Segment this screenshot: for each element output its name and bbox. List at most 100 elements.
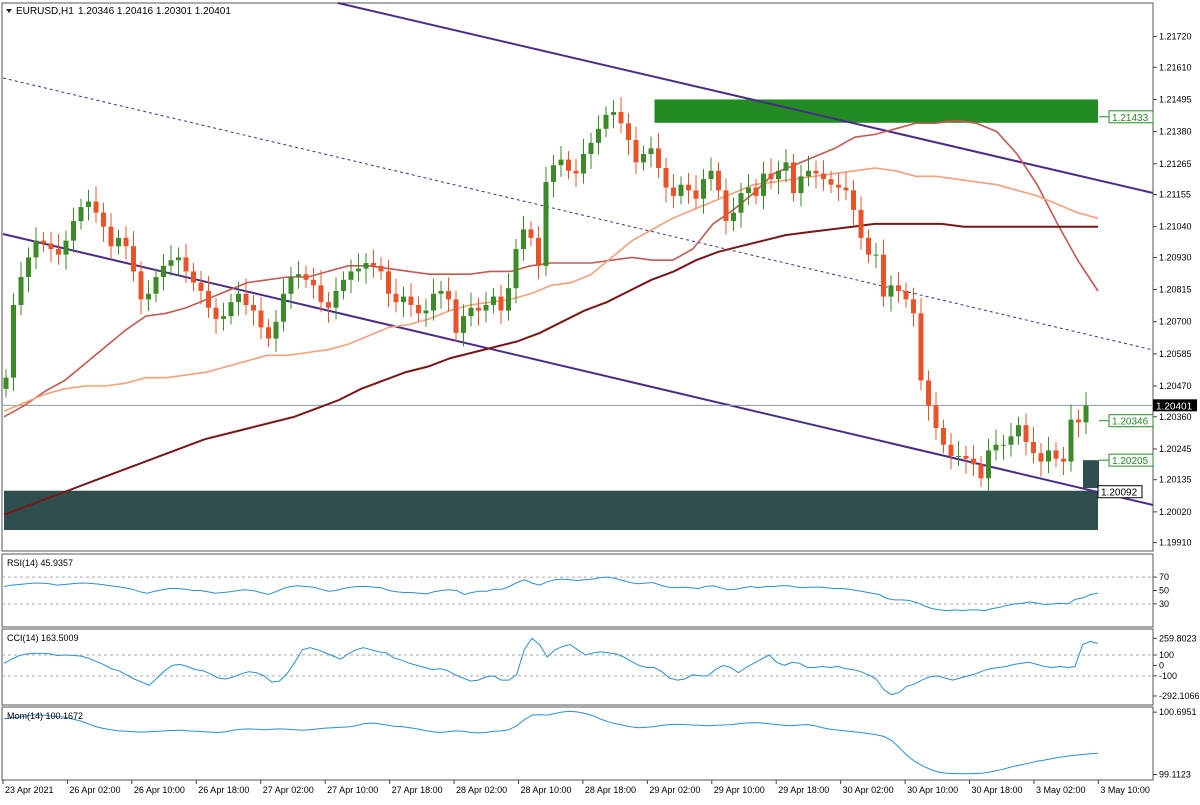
candle <box>86 189 91 221</box>
time-tick-label: 30 Apr 02:00 <box>843 785 894 795</box>
candle-body <box>221 316 226 319</box>
candle-body <box>746 187 751 194</box>
candle <box>1001 434 1006 460</box>
price-tick-label: 1.20930 <box>1159 252 1192 262</box>
candle-body <box>791 162 796 194</box>
candle-body <box>1023 425 1029 442</box>
small-demand-zone <box>1083 460 1099 489</box>
candle <box>843 172 849 201</box>
candle <box>281 278 286 332</box>
candle-body <box>416 304 421 314</box>
time-tick-label: 27 Apr 02:00 <box>263 785 314 795</box>
candle <box>138 261 144 315</box>
candle <box>558 146 564 177</box>
candle <box>551 155 556 198</box>
candle-body <box>1001 444 1006 446</box>
indicator-tick-label: -100 <box>1159 671 1177 681</box>
price-tick-label: 1.21495 <box>1159 94 1192 104</box>
price-tick-label: 1.21720 <box>1159 32 1192 42</box>
price-tick-label: 1.20815 <box>1159 285 1192 295</box>
candle <box>918 298 924 391</box>
candle-body <box>611 112 616 115</box>
candle <box>926 370 931 421</box>
candle <box>993 429 999 461</box>
candle-body <box>761 173 766 196</box>
price-tick-label: 1.21265 <box>1159 159 1192 169</box>
price-tick-label: 1.20135 <box>1159 475 1192 485</box>
candle <box>288 266 294 309</box>
candle <box>153 268 159 303</box>
indicator-tick-label: -292.1066 <box>1159 691 1200 701</box>
candle <box>1023 413 1029 456</box>
candle-body <box>198 282 204 291</box>
candle-body <box>498 296 504 311</box>
candle-body <box>881 254 886 297</box>
candle <box>828 170 834 194</box>
candle-body <box>1046 450 1051 462</box>
price-tick-label: 1.19910 <box>1159 538 1192 548</box>
indicator-line <box>3 637 1099 696</box>
candle-body <box>138 271 144 300</box>
symbol-dropdown-icon[interactable] <box>6 9 12 13</box>
candle-body <box>116 237 121 247</box>
price-tick-label: 1.20470 <box>1159 381 1192 391</box>
mom-label: Mom(14) 100.1672 <box>7 711 83 721</box>
candle <box>63 230 69 270</box>
candle <box>768 158 774 190</box>
candle-body <box>273 321 279 339</box>
candle <box>1016 416 1021 445</box>
candle-body <box>626 123 631 140</box>
candle-body <box>423 310 429 314</box>
candle-body <box>11 304 16 378</box>
price-tick-label: 1.20700 <box>1159 317 1192 327</box>
candle <box>228 293 234 325</box>
candle-body <box>993 444 999 451</box>
time-tick-label: 29 Apr 10:00 <box>714 785 765 795</box>
candle <box>1008 422 1014 457</box>
rsi-label: RSI(14) 45.9357 <box>7 558 73 568</box>
candle-body <box>483 304 489 311</box>
upper-channel-line[interactable] <box>337 2 1154 194</box>
current-price-badge <box>1153 399 1197 412</box>
candle <box>423 298 429 327</box>
mid-channel-line[interactable] <box>2 77 1154 351</box>
candle-body <box>911 299 916 314</box>
candle-body <box>678 184 684 196</box>
candle-body <box>108 226 114 247</box>
candle <box>71 207 76 253</box>
candle <box>888 275 894 312</box>
candle-body <box>843 187 849 191</box>
candle <box>213 297 219 335</box>
candle-body <box>26 257 31 277</box>
candle <box>813 160 819 189</box>
candle <box>566 151 571 180</box>
candle <box>26 247 31 293</box>
candle-body <box>101 212 106 227</box>
candle-body <box>161 265 166 277</box>
candle <box>618 96 624 134</box>
candle-body <box>671 187 676 196</box>
candle-body <box>318 285 324 303</box>
zone-price-label: 1.21433 <box>1112 113 1149 124</box>
candle-body <box>1053 450 1059 459</box>
candle <box>1068 404 1074 472</box>
candle <box>933 392 939 440</box>
candle <box>371 249 376 278</box>
time-tick-label: 30 Apr 10:00 <box>907 785 958 795</box>
candle <box>506 273 511 321</box>
candle <box>686 172 691 204</box>
candle <box>603 106 609 138</box>
candle-body <box>408 296 414 305</box>
candle <box>798 164 804 207</box>
price-tick-label: 1.21040 <box>1159 222 1192 232</box>
candle-body <box>918 313 924 381</box>
candle-body <box>86 201 91 208</box>
price-tick-label: 1.20020 <box>1159 507 1192 517</box>
candle-body <box>131 246 136 272</box>
moving-average-slow <box>3 222 1098 516</box>
candle-body <box>1083 405 1089 423</box>
candle-body <box>266 327 271 339</box>
candle-body <box>183 257 189 272</box>
